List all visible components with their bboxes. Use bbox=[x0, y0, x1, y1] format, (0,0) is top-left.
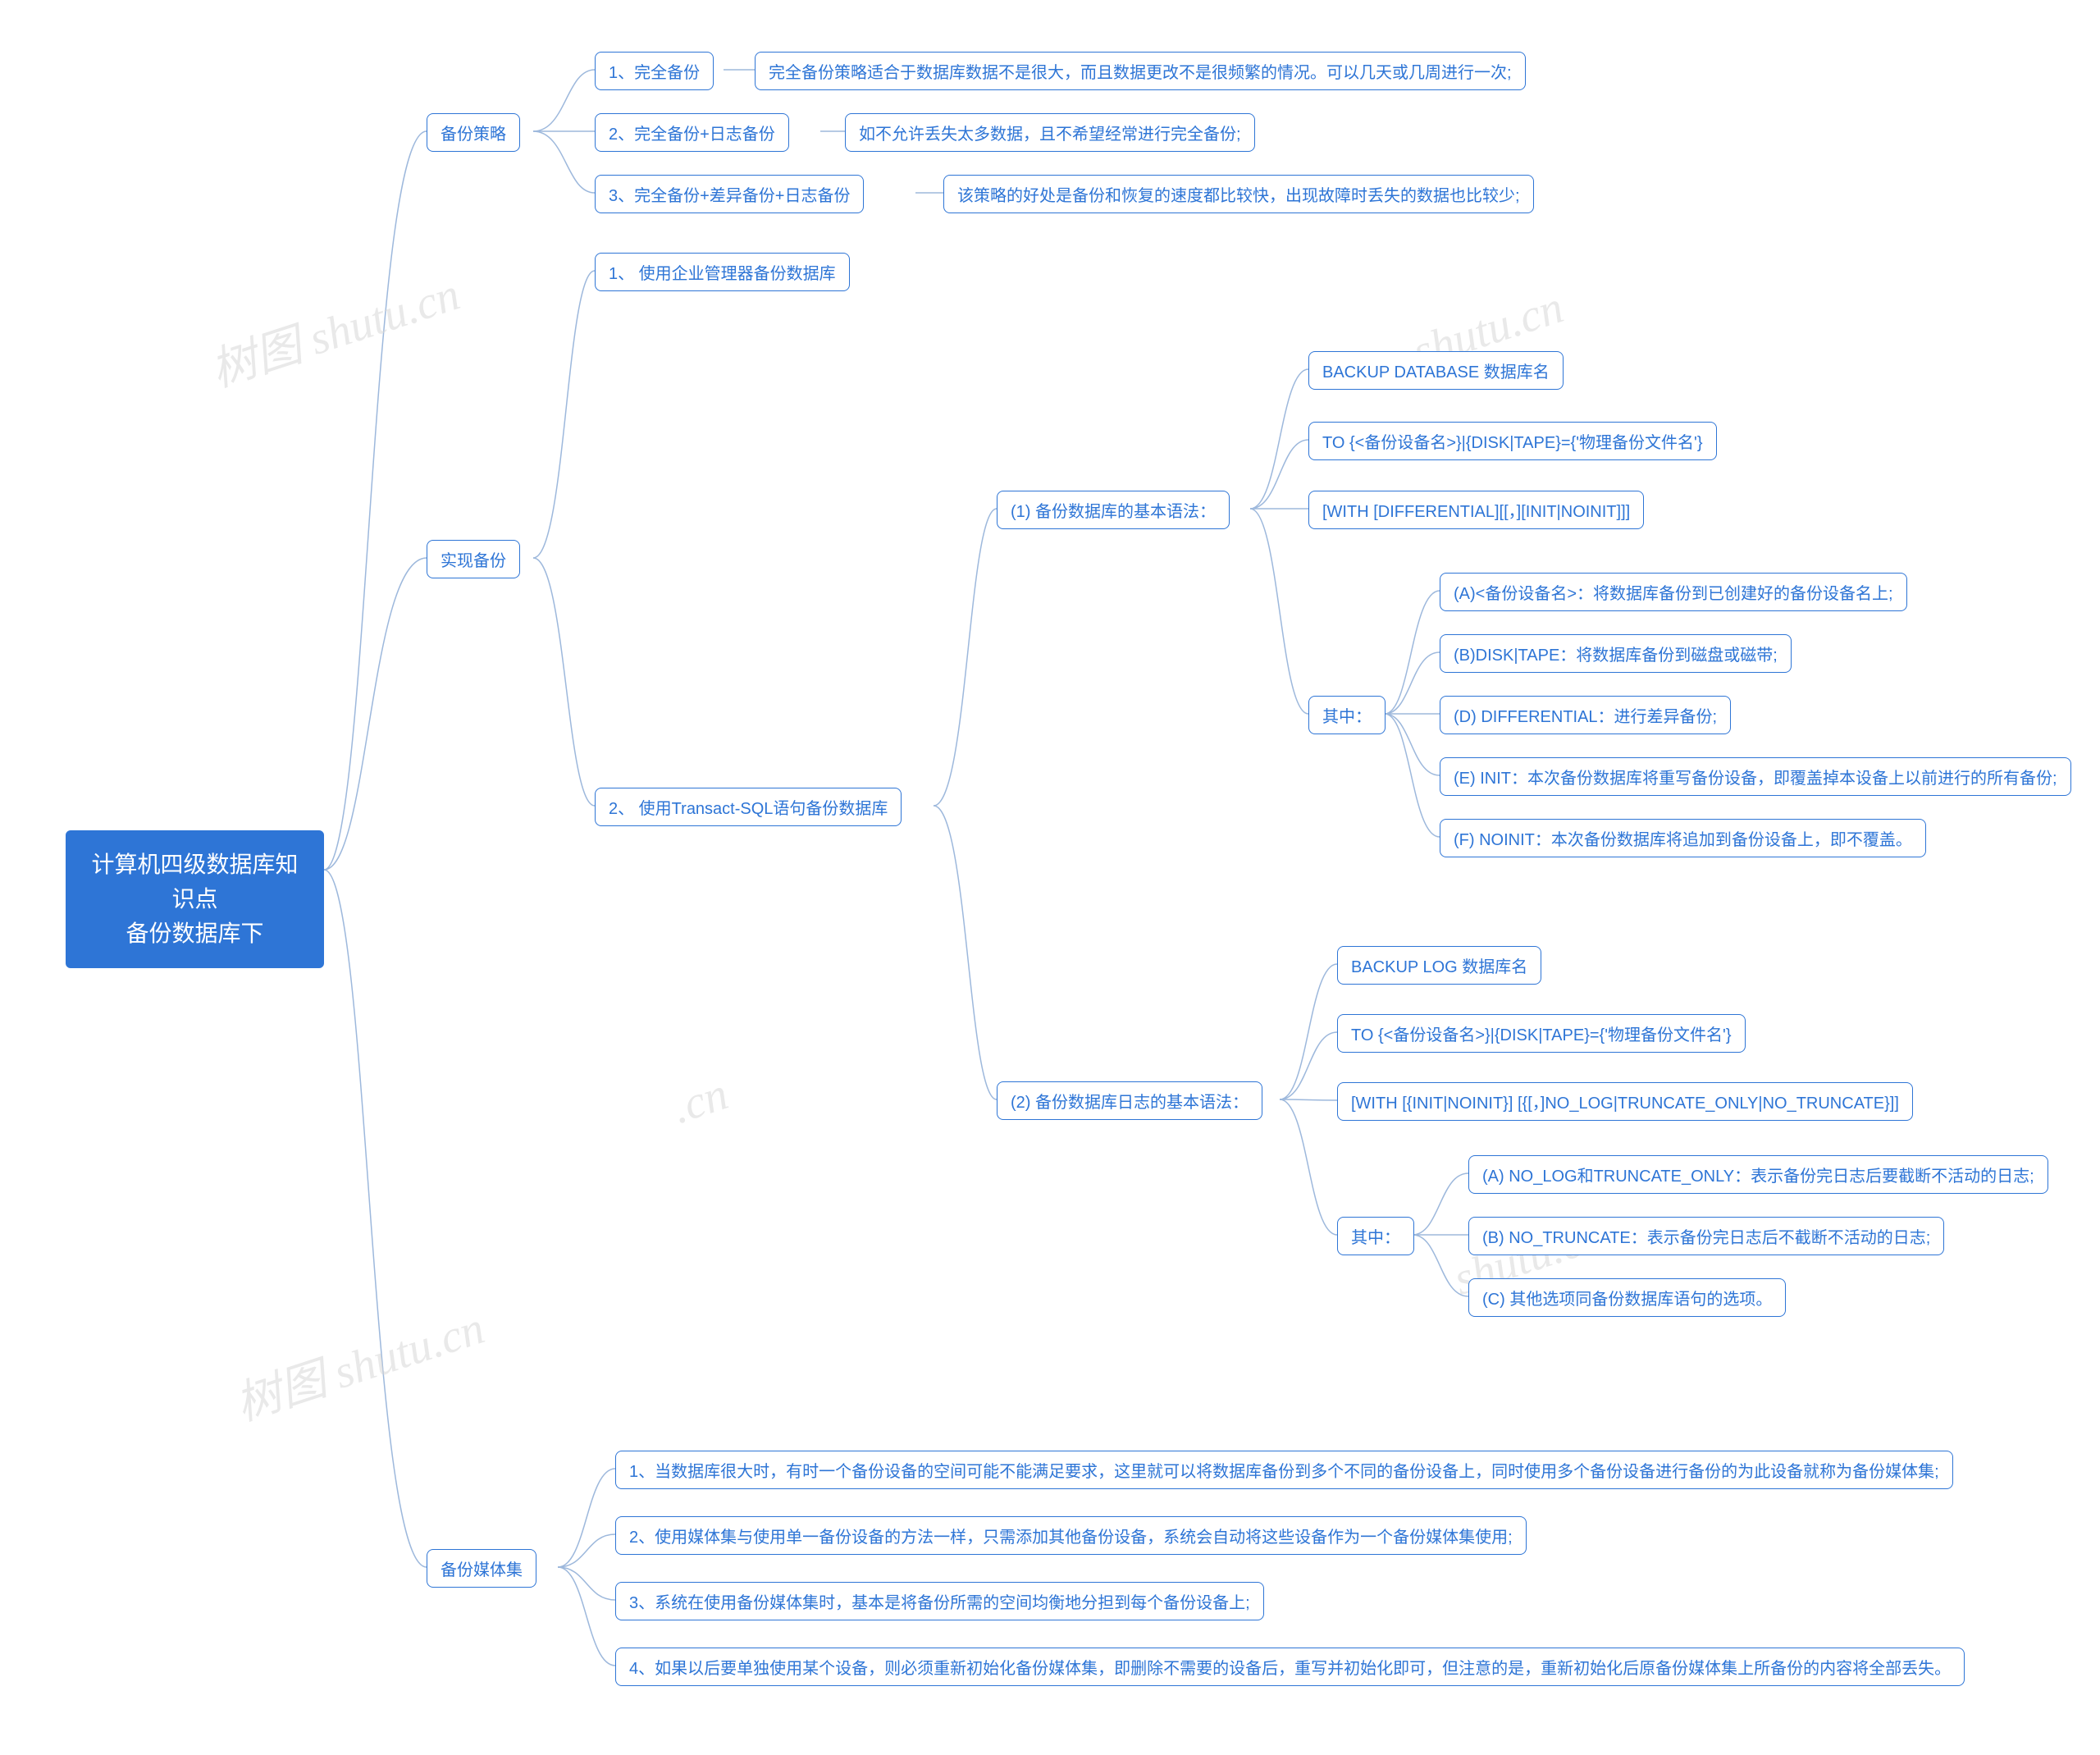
node-full-diff-log[interactable]: 3、完全备份+差异备份+日志备份 bbox=[595, 175, 864, 213]
watermark: 树图 shutu.cn bbox=[201, 257, 467, 400]
g1-sub-i4[interactable]: (E) INIT：本次备份数据库将重写备份设备，即覆盖掉本设备上以前进行的所有备… bbox=[1440, 757, 2071, 796]
g2-sub-label[interactable]: 其中： bbox=[1337, 1217, 1414, 1255]
b3-c4[interactable]: 4、如果以后要单独使用某个设备，则必须重新初始化备份媒体集，即删除不需要的设备后… bbox=[615, 1648, 1965, 1686]
node-enterprise-mgr[interactable]: 1、 使用企业管理器备份数据库 bbox=[595, 253, 850, 291]
g2-line2[interactable]: TO {<备份设备名>}|{DISK|TAPE}={'物理备份文件名'} bbox=[1337, 1014, 1746, 1053]
branch-backup-strategy[interactable]: 备份策略 bbox=[427, 113, 520, 152]
g2-sub-i1[interactable]: (A) NO_LOG和TRUNCATE_ONLY：表示备份完日志后要截断不活动的… bbox=[1468, 1155, 2048, 1194]
group-db-syntax[interactable]: (1) 备份数据库的基本语法： bbox=[997, 491, 1230, 529]
branch-do-backup[interactable]: 实现备份 bbox=[427, 540, 520, 578]
b3-c2[interactable]: 2、使用媒体集与使用单一备份设备的方法一样，只需添加其他备份设备，系统会自动将这… bbox=[615, 1516, 1527, 1555]
root-node[interactable]: 计算机四级数据库知识点备份数据库下 bbox=[66, 830, 324, 968]
g1-line3[interactable]: [WITH [DIFFERENTIAL][[，][INIT|NOINIT]]] bbox=[1308, 491, 1644, 529]
b3-c1[interactable]: 1、当数据库很大时，有时一个备份设备的空间可能不能满足要求，这里就可以将数据库备… bbox=[615, 1451, 1953, 1489]
g2-sub-i2[interactable]: (B) NO_TRUNCATE：表示备份完日志后不截断不活动的日志; bbox=[1468, 1217, 1944, 1255]
watermark: 树图 shutu.cn bbox=[226, 1291, 491, 1433]
g1-sub-i2[interactable]: (B)DISK|TAPE：将数据库备份到磁盘或磁带; bbox=[1440, 634, 1792, 673]
watermark: .cn bbox=[666, 1067, 734, 1135]
g2-line3[interactable]: [WITH [{INIT|NOINIT}] [{[，]NO_LOG|TRUNCA… bbox=[1337, 1082, 1913, 1121]
leaf-full-diff-log[interactable]: 该策略的好处是备份和恢复的速度都比较快，出现故障时丢失的数据也比较少; bbox=[943, 175, 1534, 213]
node-full-plus-log[interactable]: 2、完全备份+日志备份 bbox=[595, 113, 789, 152]
g1-sub-i1[interactable]: (A)<备份设备名>：将数据库备份到已创建好的备份设备名上; bbox=[1440, 573, 1907, 611]
group-log-syntax[interactable]: (2) 备份数据库日志的基本语法： bbox=[997, 1081, 1262, 1120]
b3-c3[interactable]: 3、系统在使用备份媒体集时，基本是将备份所需的空间均衡地分担到每个备份设备上; bbox=[615, 1582, 1264, 1620]
g1-line1[interactable]: BACKUP DATABASE 数据库名 bbox=[1308, 351, 1564, 390]
g1-sub-i3[interactable]: (D) DIFFERENTIAL：进行差异备份; bbox=[1440, 696, 1731, 734]
branch-media-set[interactable]: 备份媒体集 bbox=[427, 1549, 536, 1588]
node-tsql-backup[interactable]: 2、 使用Transact-SQL语句备份数据库 bbox=[595, 788, 902, 826]
leaf-full-backup[interactable]: 完全备份策略适合于数据库数据不是很大，而且数据更改不是很频繁的情况。可以几天或几… bbox=[755, 52, 1526, 90]
leaf-full-plus-log[interactable]: 如不允许丢失太多数据，且不希望经常进行完全备份; bbox=[845, 113, 1255, 152]
g1-sub-i5[interactable]: (F) NOINIT：本次备份数据库将追加到备份设备上，即不覆盖。 bbox=[1440, 819, 1926, 857]
g2-sub-i3[interactable]: (C) 其他选项同备份数据库语句的选项。 bbox=[1468, 1278, 1786, 1317]
g2-line1[interactable]: BACKUP LOG 数据库名 bbox=[1337, 946, 1541, 985]
node-full-backup[interactable]: 1、完全备份 bbox=[595, 52, 714, 90]
g1-sub-label[interactable]: 其中： bbox=[1308, 696, 1386, 734]
g1-line2[interactable]: TO {<备份设备名>}|{DISK|TAPE}={'物理备份文件名'} bbox=[1308, 422, 1717, 460]
